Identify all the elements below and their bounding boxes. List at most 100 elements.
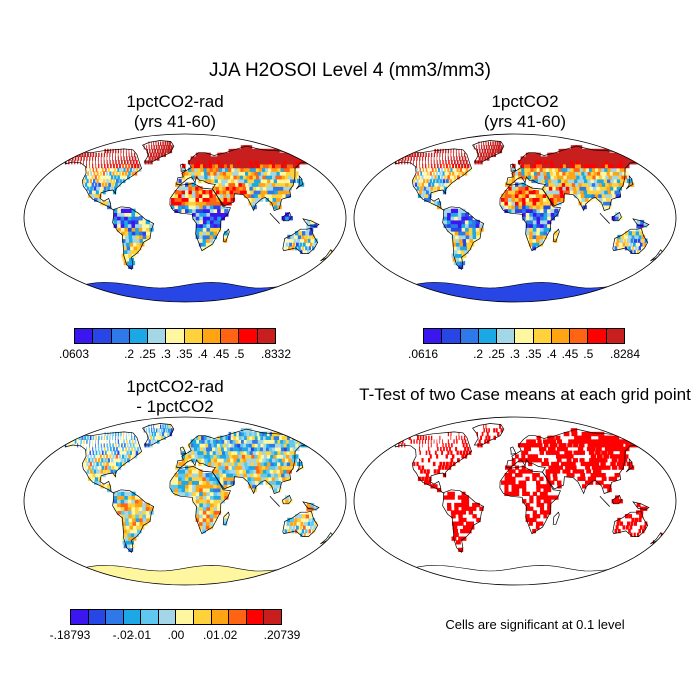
- map-cell: [110, 186, 114, 191]
- map-cell: [500, 428, 503, 433]
- map-cell: [107, 201, 112, 206]
- map-cell: [614, 190, 620, 195]
- map-cell: [571, 439, 577, 444]
- map-cell: [95, 439, 96, 444]
- map-cell: [238, 454, 244, 459]
- map-cell: [543, 491, 548, 496]
- map-cell: [583, 163, 590, 169]
- map-cell: [215, 156, 221, 161]
- map-cell: [132, 234, 137, 240]
- map-cell: [543, 484, 548, 489]
- map-cell: [449, 178, 453, 184]
- map-cell: [223, 458, 229, 463]
- map-cell: [480, 435, 482, 440]
- map-cell: [547, 178, 553, 184]
- map-cell: [419, 450, 421, 455]
- map-cell: [89, 443, 90, 448]
- map-cell: [522, 216, 527, 221]
- map-cell: [539, 450, 544, 455]
- map-cell: [87, 152, 89, 157]
- map-cell: [589, 175, 595, 180]
- map-cell: [601, 465, 608, 470]
- map-cell: [266, 469, 272, 474]
- map-cell: [630, 238, 634, 243]
- map-cell: [313, 242, 316, 247]
- map-cell: [193, 439, 198, 444]
- map-cell: [195, 234, 200, 240]
- cb1-swatch-9: [239, 329, 258, 343]
- map-cell: [568, 465, 574, 470]
- map-cell: [212, 469, 217, 474]
- map-cell: [117, 227, 122, 232]
- map-cell: [253, 163, 260, 169]
- coastline-greenland: [472, 423, 505, 446]
- map-cell: [98, 446, 100, 452]
- map-cell: [539, 238, 544, 243]
- map-cell: [90, 171, 93, 176]
- map-cell: [452, 163, 454, 169]
- map-cell: [553, 193, 558, 198]
- map-cell: [99, 178, 103, 184]
- map-cell: [562, 156, 568, 161]
- map-cell: [566, 473, 572, 478]
- map-cell: [113, 502, 118, 508]
- map-cell: [104, 182, 108, 187]
- map-cell: [128, 231, 133, 236]
- map-cell: [117, 175, 120, 180]
- map-cell: [128, 446, 131, 452]
- map-cell: [142, 223, 147, 228]
- map-cell: [281, 216, 286, 221]
- map-cell: [587, 476, 593, 481]
- map-cell: [296, 525, 299, 530]
- map-cell: [539, 491, 545, 496]
- map-cell: [152, 435, 155, 440]
- map-cell: [270, 473, 276, 478]
- map-cell: [100, 156, 102, 161]
- map-cell: [213, 491, 218, 496]
- map-cell: [430, 443, 432, 448]
- map-cell: [425, 190, 429, 195]
- map-cell: [558, 160, 564, 165]
- map-cell: [578, 171, 584, 176]
- map-cell: [229, 454, 234, 459]
- map-cell: [104, 167, 107, 172]
- map-cell: [450, 208, 455, 213]
- map-cell: [142, 506, 147, 511]
- map-cell: [216, 454, 222, 459]
- map-cell: [438, 465, 442, 470]
- map-cell: [209, 491, 215, 496]
- map-cell: [450, 148, 452, 154]
- map-cell: [439, 160, 441, 165]
- map-cell: [539, 227, 544, 232]
- map-cell: [606, 197, 611, 202]
- map-cell: [124, 160, 126, 165]
- map-cell: [232, 186, 237, 191]
- map-cell: [240, 450, 246, 455]
- map-cell: [511, 186, 516, 191]
- map-cell: [188, 190, 193, 195]
- map-cell: [120, 491, 125, 496]
- map-cell: [628, 465, 635, 470]
- map-cell: [101, 167, 104, 172]
- map-cell: [193, 443, 198, 448]
- map-cell: [123, 431, 125, 437]
- map-cell: [245, 465, 250, 470]
- map-cell: [106, 435, 108, 440]
- map-cell: [188, 450, 192, 455]
- map-cell: [181, 476, 186, 481]
- map-cell: [135, 450, 139, 455]
- map-cell: [247, 476, 253, 481]
- cb2-swatch-1: [442, 329, 461, 343]
- map-cell: [197, 171, 202, 176]
- map-cell: [126, 242, 131, 247]
- map-cell: [308, 246, 311, 251]
- map-cell: [212, 476, 218, 481]
- map-cell: [160, 428, 163, 433]
- map-cell: [539, 193, 544, 198]
- map-cell: [290, 234, 295, 240]
- map-cell: [160, 152, 164, 157]
- map-cell: [461, 439, 464, 444]
- map-cell: [420, 186, 423, 191]
- map-cell: [584, 160, 591, 165]
- map-cell: [265, 446, 272, 452]
